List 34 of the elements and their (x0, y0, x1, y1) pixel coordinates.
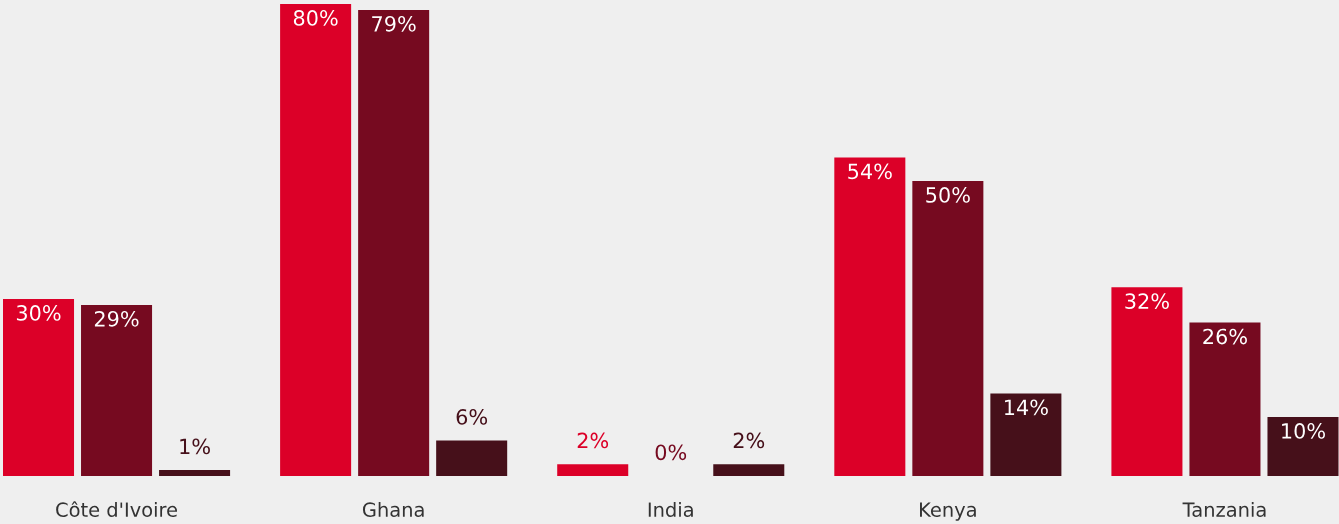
data-label: 26% (1203, 328, 1247, 345)
data-label: 32% (1125, 293, 1169, 309)
bar (3, 299, 75, 476)
data-label: 30% (16, 305, 61, 321)
data-label: 1% (180, 438, 210, 455)
bar (1189, 322, 1261, 476)
bar (834, 157, 906, 476)
data-label: 79% (372, 15, 416, 32)
data-label: 0% (655, 444, 687, 461)
data-label: 29% (94, 310, 139, 327)
bar (159, 470, 231, 476)
bar (713, 464, 785, 476)
data-label: 54% (848, 163, 892, 180)
x-tick-label: Kenya (920, 502, 976, 521)
data-label: 2% (577, 432, 609, 449)
bar (990, 393, 1062, 476)
bar (81, 304, 153, 476)
data-label: 80% (293, 10, 338, 26)
data-label: 2% (733, 432, 765, 449)
x-tick-label: Ghana (362, 501, 424, 518)
x-tick-label: India (648, 501, 693, 518)
bar (557, 464, 629, 476)
bar (1111, 287, 1183, 476)
bar (1267, 417, 1339, 476)
data-label: 6% (456, 409, 488, 425)
x-tick-label: Tanzania (1182, 501, 1266, 518)
bar (358, 9, 430, 476)
bar (280, 4, 352, 476)
x-tick-label: Côte d'Ivoire (56, 501, 177, 518)
data-label: 14% (1005, 399, 1048, 416)
data-label: 10% (1282, 423, 1325, 439)
data-label: 50% (926, 187, 970, 203)
bar (912, 181, 984, 476)
bar (436, 440, 508, 476)
